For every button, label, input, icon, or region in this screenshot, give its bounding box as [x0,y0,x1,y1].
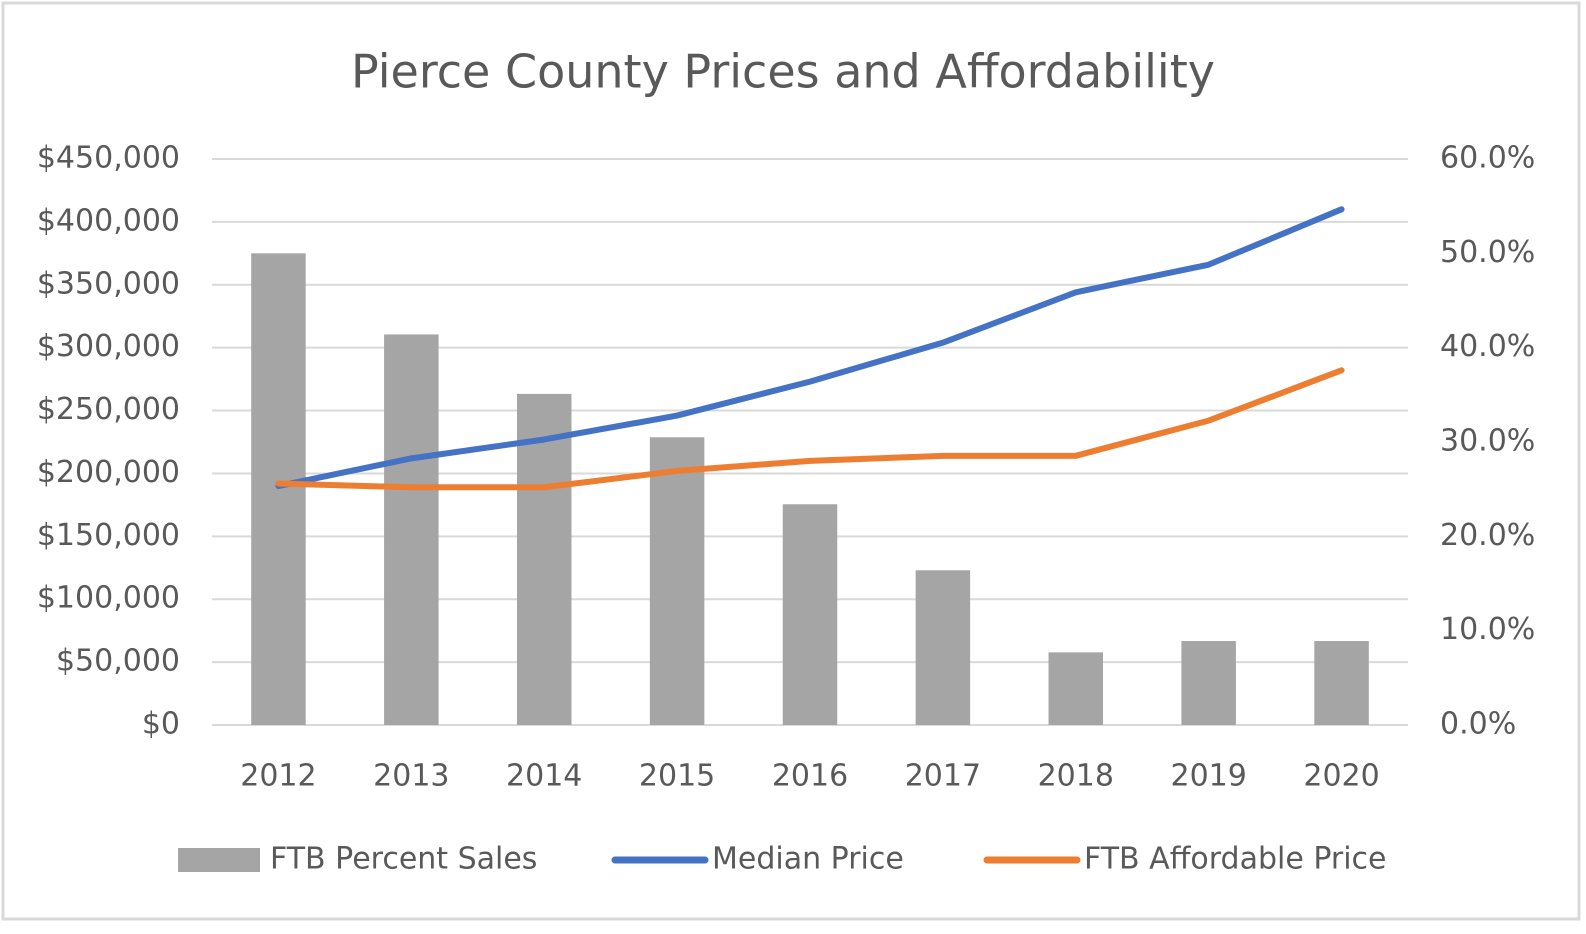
legend-label: FTB Percent Sales [270,842,537,877]
chart-title: Pierce County Prices and Affordability [351,45,1215,99]
y-tick-label: $300,000 [37,329,180,364]
y2-tick-label: 20.0% [1440,518,1535,553]
bar [915,570,971,725]
y-tick-label: $200,000 [37,455,180,490]
bar [1314,641,1369,725]
y-tick-label: $100,000 [37,581,180,616]
x-tick-label: 2020 [1303,759,1379,794]
y2-tick-label: 0.0% [1440,707,1516,742]
legend-label: FTB Affordable Price [1084,842,1387,877]
y-tick-label: $0 [142,707,180,742]
bar [516,393,572,725]
y2-tick-label: 10.0% [1440,612,1535,647]
line [275,206,1345,490]
x-tick-label: 2015 [639,759,715,794]
legend-label: Median Price [712,842,904,877]
y2-tick-label: 40.0% [1440,329,1535,364]
y-tick-label: $350,000 [37,266,180,301]
legend-swatch [178,848,260,872]
y-tick-label: $250,000 [37,392,180,427]
y-tick-label: $450,000 [37,141,180,176]
x-tick-label: 2019 [1170,759,1246,794]
bar [782,504,838,725]
bar [1181,641,1236,725]
x-tick-label: 2013 [373,759,449,794]
y-tick-label: $150,000 [37,518,180,553]
x-tick-label: 2014 [506,759,582,794]
x-tick-label: 2016 [772,759,848,794]
bar [1048,652,1104,725]
x-tick-label: 2018 [1038,759,1114,794]
bar [649,437,705,725]
y2-tick-label: 50.0% [1440,235,1535,270]
bar [251,253,306,726]
y2-tick-label: 30.0% [1440,424,1535,459]
y-tick-label: $400,000 [37,203,180,238]
y-tick-label: $50,000 [56,644,180,679]
x-tick-label: 2012 [240,759,316,794]
x-tick-label: 2017 [905,759,981,794]
y2-tick-label: 60.0% [1440,141,1535,176]
line [275,367,1345,491]
bar [384,334,439,725]
